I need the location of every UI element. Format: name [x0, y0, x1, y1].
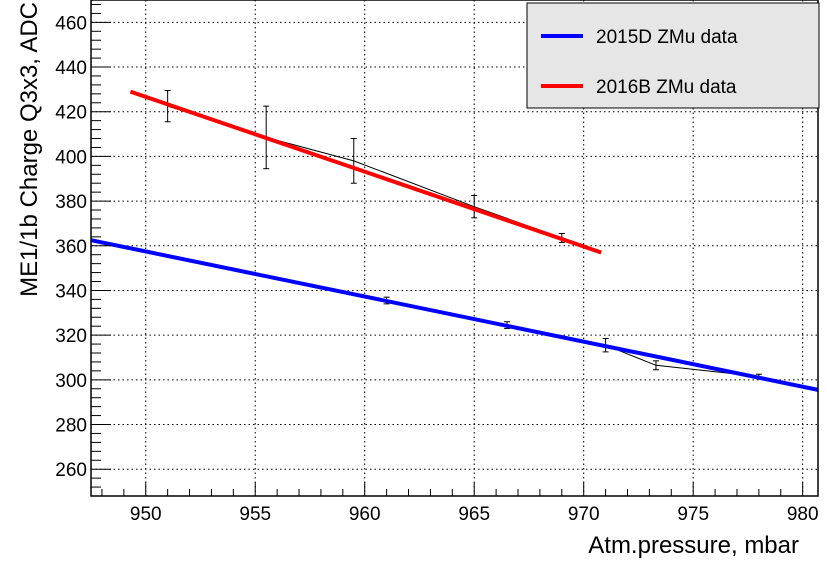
- y-tick-label: 400: [55, 147, 87, 168]
- legend-label-2016b: 2016B ZMu data: [596, 77, 737, 98]
- legend-label-2015d: 2015D ZMu data: [596, 27, 738, 48]
- x-tick-label: 980: [787, 504, 819, 525]
- y-axis-title: ME1/1b Charge Q3x3, ADC: [16, 2, 43, 297]
- x-tick-label: 960: [349, 504, 381, 525]
- y-tick-label: 360: [55, 237, 87, 258]
- x-tick-label: 970: [568, 504, 600, 525]
- x-axis-title: Atm.pressure, mbar: [588, 532, 799, 559]
- y-tick-label: 380: [55, 192, 87, 213]
- data-layer: [90, 89, 819, 392]
- y-tick-label: 460: [55, 13, 87, 34]
- legend: 2015D ZMu data 2016B ZMu data: [526, 2, 820, 109]
- fit-line-2015d: [90, 238, 819, 392]
- data-point-2016b: [350, 138, 357, 184]
- y-tick-label: 440: [55, 58, 87, 79]
- fit-line-2016b: [129, 89, 602, 255]
- axis-layer: 950 955 960 965 970 975 980 260 280 300 320 340 360 3…: [55, 3, 819, 525]
- y-tick-label: 320: [55, 326, 87, 347]
- y-tick-label: 300: [55, 371, 87, 392]
- x-tick-label: 950: [130, 504, 162, 525]
- x-tick-label: 965: [458, 504, 490, 525]
- y-tick-label: 280: [55, 416, 87, 437]
- data-point-2016b: [471, 194, 478, 219]
- plot-frame: [90, 0, 819, 497]
- x-tick-label: 955: [239, 504, 271, 525]
- y-tick-label: 260: [55, 460, 87, 481]
- y-tick-label: 340: [55, 281, 87, 302]
- legend-box: [526, 2, 820, 109]
- data-point-2015d: [652, 360, 659, 371]
- y-tick-label: 420: [55, 103, 87, 124]
- x-tick-label: 975: [677, 504, 709, 525]
